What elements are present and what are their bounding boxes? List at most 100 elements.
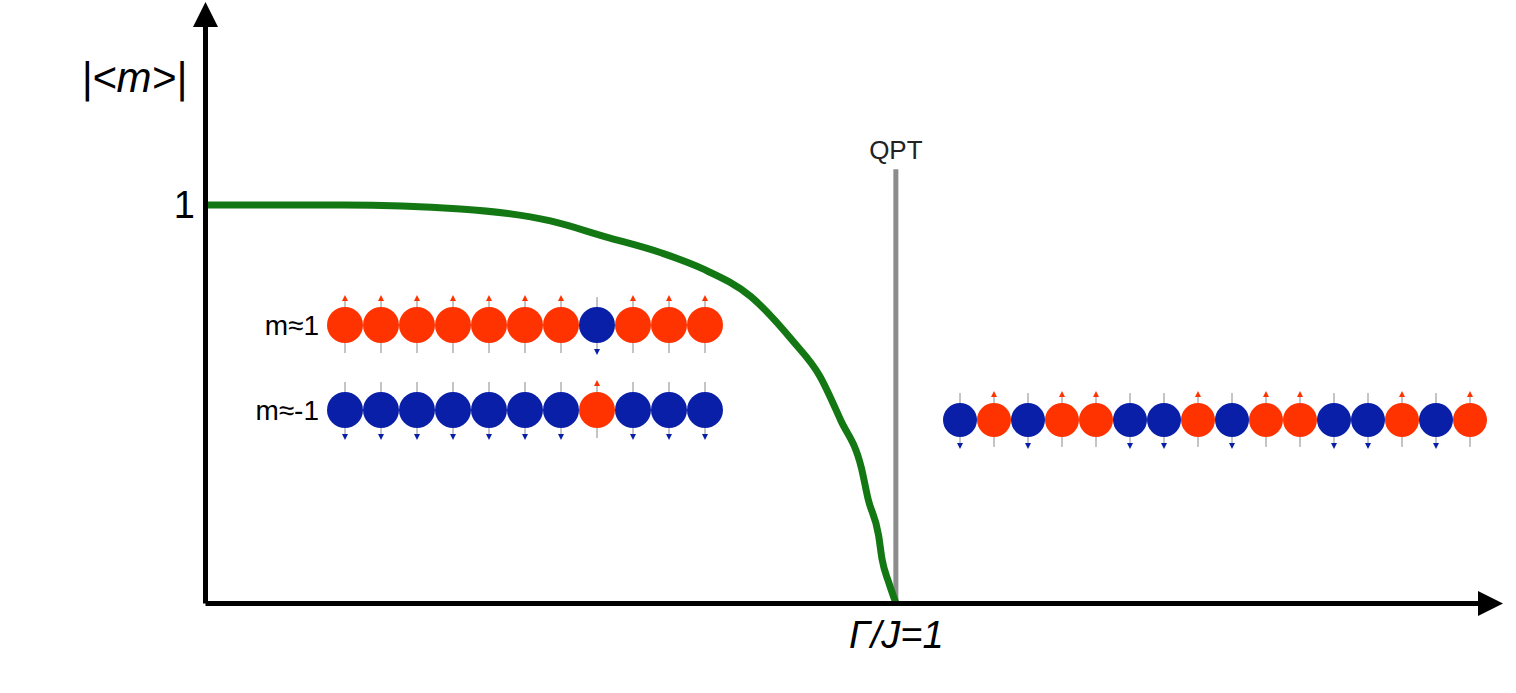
spin-site — [1181, 403, 1215, 437]
spin-site — [1113, 403, 1147, 437]
spin-site — [543, 392, 579, 428]
y-axis-title: |<m>| — [81, 54, 187, 102]
spin-arrow — [486, 434, 492, 440]
spin — [327, 382, 363, 440]
spin-arrow — [558, 434, 564, 440]
spin-site — [399, 307, 435, 343]
spin — [1453, 391, 1487, 447]
spin-site — [327, 307, 363, 343]
spin-site — [651, 392, 687, 428]
spin-arrow — [666, 295, 672, 301]
spin — [1351, 393, 1385, 449]
spin — [327, 295, 363, 353]
spin-site — [1249, 403, 1283, 437]
spin-arrow — [450, 295, 456, 301]
spin-site — [651, 307, 687, 343]
spin — [1147, 393, 1181, 449]
spin-arrow — [1467, 391, 1473, 397]
spin-site — [579, 307, 615, 343]
spin — [1113, 393, 1147, 449]
spin-arrow — [378, 434, 384, 440]
spin-arrow — [342, 295, 348, 301]
spin-site — [687, 307, 723, 343]
spin — [399, 295, 435, 353]
x-tick: Γ/J=1 — [849, 603, 944, 656]
spin-site — [1011, 403, 1045, 437]
spin-arrow — [1195, 391, 1201, 397]
spin — [1181, 391, 1215, 447]
spin-arrow — [594, 380, 600, 386]
spin — [1249, 391, 1283, 447]
spin-arrow — [1059, 391, 1065, 397]
spin-arrow — [486, 295, 492, 301]
spin-arrow — [630, 434, 636, 440]
x-axis: Γ/J=1 — [206, 603, 1491, 656]
spin — [1215, 393, 1249, 449]
spin-site — [615, 392, 651, 428]
spin-site — [435, 392, 471, 428]
spin-arrow — [1025, 443, 1031, 449]
spin — [687, 295, 723, 353]
spin — [399, 382, 435, 440]
spin-site — [1385, 403, 1419, 437]
spin-arrow — [378, 295, 384, 301]
spin-site — [543, 307, 579, 343]
spin-arrow — [1331, 443, 1337, 449]
spin-arrow — [522, 434, 528, 440]
spin-site — [507, 392, 543, 428]
spin — [1079, 391, 1113, 447]
plot-area — [205, 205, 896, 603]
spin-site — [507, 307, 543, 343]
spin — [363, 382, 399, 440]
spin-site — [579, 392, 615, 428]
spin — [471, 382, 507, 440]
qpt-line — [893, 169, 898, 603]
spin-arrow — [1229, 443, 1235, 449]
spin-arrow — [414, 295, 420, 301]
axis-line — [206, 601, 1491, 606]
spin-arrow — [1399, 391, 1405, 397]
magnetization-line — [205, 205, 896, 603]
spin-arrow — [991, 391, 997, 397]
spin — [507, 295, 543, 353]
spin-arrow — [1433, 443, 1439, 449]
spin — [543, 382, 579, 440]
y-tick-label: 1 — [174, 184, 195, 226]
spin-arrow — [702, 295, 708, 301]
spin — [977, 391, 1011, 447]
spin-arrow — [1093, 391, 1099, 397]
spin — [507, 382, 543, 440]
spin — [1045, 391, 1079, 447]
chain-label: m≈1 — [265, 310, 319, 341]
spin-site — [943, 403, 977, 437]
spin-arrow — [702, 434, 708, 440]
spin — [943, 393, 977, 449]
spin-arrow — [1263, 391, 1269, 397]
spin-site — [327, 392, 363, 428]
annotation-label: QPT — [869, 135, 923, 165]
spin — [579, 380, 615, 438]
spin — [1011, 393, 1045, 449]
y-axis: 1 — [174, 15, 206, 604]
spin-arrow — [414, 434, 420, 440]
spin-arrow — [558, 295, 564, 301]
spin-site — [1283, 403, 1317, 437]
spin-site — [1045, 403, 1079, 437]
spin-arrow — [450, 434, 456, 440]
spin-site — [1453, 403, 1487, 437]
spin-site — [363, 392, 399, 428]
spin-arrow — [630, 295, 636, 301]
chain-label: m≈-1 — [255, 395, 319, 426]
spin — [363, 295, 399, 353]
spin — [1385, 391, 1419, 447]
spin — [651, 382, 687, 440]
spin-chain: m≈-1 — [255, 380, 723, 440]
spin-arrow — [594, 349, 600, 355]
spin-site — [615, 307, 651, 343]
spin-site — [1147, 403, 1181, 437]
spin-site — [471, 307, 507, 343]
axis-line — [203, 15, 208, 604]
spin — [615, 382, 651, 440]
spin-arrow — [1127, 443, 1133, 449]
spin-site — [435, 307, 471, 343]
